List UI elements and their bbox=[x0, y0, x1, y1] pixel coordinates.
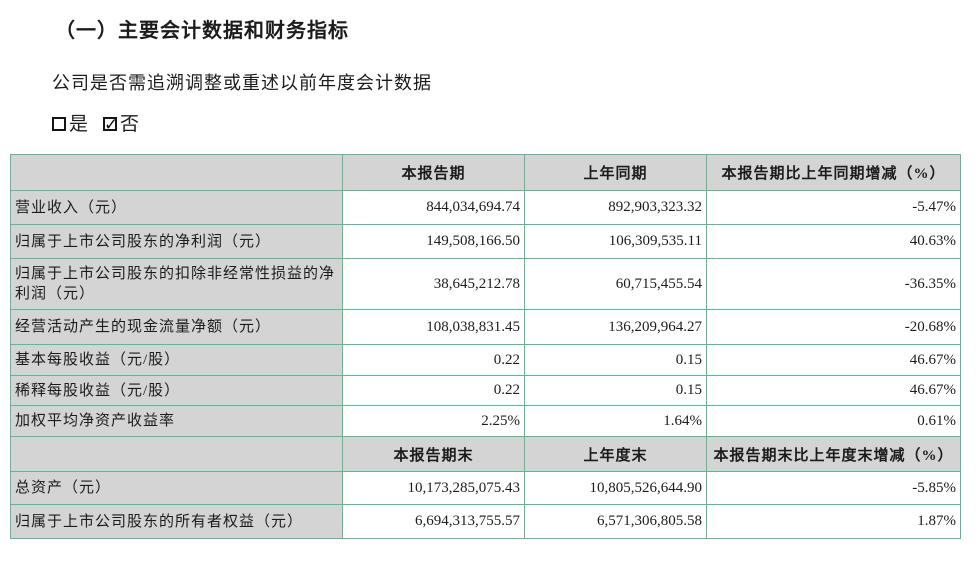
header-period-end-change: 本报告期末比上年度末增减（%） bbox=[706, 436, 961, 472]
change-value: -20.68% bbox=[706, 309, 961, 345]
restatement-question: 公司是否需追溯调整或重述以前年度会计数据 bbox=[52, 73, 432, 93]
financial-indicators-table: 本报告期 上年同期 本报告期比上年同期增减（%） 营业收入（元） 844,034… bbox=[10, 154, 961, 539]
current-value: 10,173,285,075.43 bbox=[342, 471, 525, 505]
restatement-options: 是 ✓ 否 bbox=[52, 113, 980, 137]
row-label: 归属于上市公司股东的净利润（元） bbox=[10, 224, 343, 259]
prior-value: 10,805,526,644.90 bbox=[524, 471, 707, 505]
change-value: 1.87% bbox=[706, 504, 961, 539]
change-value: -5.85% bbox=[706, 471, 961, 505]
change-value: -5.47% bbox=[706, 190, 961, 225]
row-label: 稀释每股收益（元/股） bbox=[10, 375, 343, 406]
change-value: 46.67% bbox=[706, 344, 961, 376]
row-label: 总资产（元） bbox=[10, 471, 343, 505]
change-value: 0.61% bbox=[706, 405, 961, 437]
period-end-header-row: 本报告期末 上年度末 本报告期末比上年度末增减（%） bbox=[10, 436, 961, 472]
prior-value: 106,309,535.11 bbox=[524, 224, 707, 259]
header-empty-cell bbox=[10, 436, 343, 472]
table-row: 经营活动产生的现金流量净额（元） 108,038,831.45 136,209,… bbox=[10, 309, 961, 345]
header-current-period: 本报告期 bbox=[342, 154, 525, 191]
current-value: 0.22 bbox=[342, 375, 525, 406]
option-no: ✓ 否 bbox=[103, 113, 140, 137]
header-period-change: 本报告期比上年同期增减（%） bbox=[706, 154, 961, 191]
prior-value: 0.15 bbox=[524, 375, 707, 406]
row-label: 归属于上市公司股东的所有者权益（元） bbox=[10, 504, 343, 539]
current-value: 0.22 bbox=[342, 344, 525, 376]
row-label: 基本每股收益（元/股） bbox=[10, 344, 343, 376]
current-value: 844,034,694.74 bbox=[342, 190, 525, 225]
current-value: 108,038,831.45 bbox=[342, 309, 525, 345]
prior-value: 1.64% bbox=[524, 405, 707, 437]
check-mark-icon: ✓ bbox=[104, 115, 120, 135]
header-empty-cell bbox=[10, 154, 343, 191]
change-value: 40.63% bbox=[706, 224, 961, 259]
header-prior-year-end: 上年度末 bbox=[524, 436, 707, 472]
option-no-label: 否 bbox=[120, 114, 141, 135]
current-value: 6,694,313,755.57 bbox=[342, 504, 525, 539]
option-yes: 是 bbox=[52, 113, 89, 137]
checkbox-checked-icon: ✓ bbox=[103, 115, 118, 135]
prior-value: 136,209,964.27 bbox=[524, 309, 707, 345]
current-value: 38,645,212.78 bbox=[342, 258, 525, 310]
row-label: 加权平均净资产收益率 bbox=[10, 405, 343, 437]
change-value: 46.67% bbox=[706, 375, 961, 406]
table-row: 归属于上市公司股东的扣除非经常性损益的净利润（元） 38,645,212.78 … bbox=[10, 258, 961, 310]
table-row: 基本每股收益（元/股） 0.22 0.15 46.67% bbox=[10, 344, 961, 376]
row-label: 经营活动产生的现金流量净额（元） bbox=[10, 309, 343, 345]
checkbox-unchecked-icon bbox=[52, 117, 66, 131]
prior-value: 892,903,323.32 bbox=[524, 190, 707, 225]
header-current-period-end: 本报告期末 bbox=[342, 436, 525, 472]
header-prior-period: 上年同期 bbox=[524, 154, 707, 191]
table-row: 总资产（元） 10,173,285,075.43 10,805,526,644.… bbox=[10, 471, 961, 505]
prior-value: 0.15 bbox=[524, 344, 707, 376]
table-row: 归属于上市公司股东的所有者权益（元） 6,694,313,755.57 6,57… bbox=[10, 504, 961, 539]
prior-value: 6,571,306,805.58 bbox=[524, 504, 707, 539]
row-label: 营业收入（元） bbox=[10, 190, 343, 225]
change-value: -36.35% bbox=[706, 258, 961, 310]
current-value: 149,508,166.50 bbox=[342, 224, 525, 259]
table-row: 营业收入（元） 844,034,694.74 892,903,323.32 -5… bbox=[10, 190, 961, 225]
table-row: 归属于上市公司股东的净利润（元） 149,508,166.50 106,309,… bbox=[10, 224, 961, 259]
current-value: 2.25% bbox=[342, 405, 525, 437]
prior-value: 60,715,455.54 bbox=[524, 258, 707, 310]
table-row: 加权平均净资产收益率 2.25% 1.64% 0.61% bbox=[10, 405, 961, 437]
row-label: 归属于上市公司股东的扣除非经常性损益的净利润（元） bbox=[10, 258, 343, 310]
period-header-row: 本报告期 上年同期 本报告期比上年同期增减（%） bbox=[10, 154, 961, 191]
option-yes-label: 是 bbox=[69, 114, 90, 135]
report-page: （一）主要会计数据和财务指标 公司是否需追溯调整或重述以前年度会计数据 是 ✓ 否 … bbox=[0, 20, 980, 580]
section-title: （一）主要会计数据和财务指标 bbox=[55, 20, 349, 42]
table-row: 稀释每股收益（元/股） 0.22 0.15 46.67% bbox=[10, 375, 961, 406]
